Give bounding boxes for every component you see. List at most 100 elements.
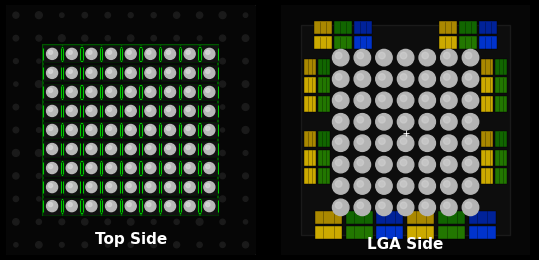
Circle shape xyxy=(164,125,176,135)
Circle shape xyxy=(220,105,225,109)
Circle shape xyxy=(186,164,190,169)
Circle shape xyxy=(37,128,41,132)
Circle shape xyxy=(66,181,77,193)
Circle shape xyxy=(220,128,225,132)
Circle shape xyxy=(397,71,414,87)
Circle shape xyxy=(400,74,407,80)
Bar xyxy=(161,64,178,81)
Circle shape xyxy=(147,126,151,131)
Bar xyxy=(83,103,100,119)
Circle shape xyxy=(68,126,72,131)
Circle shape xyxy=(128,13,133,18)
Circle shape xyxy=(107,203,112,207)
Circle shape xyxy=(376,199,392,216)
Circle shape xyxy=(378,52,385,59)
Circle shape xyxy=(376,92,392,109)
Bar xyxy=(438,226,465,239)
Circle shape xyxy=(68,164,72,169)
Bar xyxy=(46,123,216,137)
Circle shape xyxy=(204,125,215,135)
Circle shape xyxy=(127,88,132,93)
Circle shape xyxy=(400,181,407,187)
Circle shape xyxy=(243,173,248,179)
Circle shape xyxy=(333,92,349,109)
Bar xyxy=(83,198,100,214)
Circle shape xyxy=(333,199,349,216)
Circle shape xyxy=(184,106,195,116)
Circle shape xyxy=(419,135,436,151)
Circle shape xyxy=(46,67,58,79)
Bar xyxy=(122,179,140,196)
Bar xyxy=(201,46,218,62)
Circle shape xyxy=(462,199,479,216)
Circle shape xyxy=(46,181,58,193)
Circle shape xyxy=(204,86,215,98)
Bar xyxy=(122,103,140,119)
Circle shape xyxy=(242,35,249,41)
Circle shape xyxy=(357,181,364,187)
Circle shape xyxy=(106,243,110,247)
Bar xyxy=(44,46,61,62)
Bar xyxy=(304,77,316,93)
Circle shape xyxy=(376,114,392,130)
Circle shape xyxy=(174,219,179,224)
Circle shape xyxy=(419,178,436,194)
Circle shape xyxy=(66,48,77,59)
Bar xyxy=(44,103,61,119)
Circle shape xyxy=(244,220,247,224)
Circle shape xyxy=(462,71,479,87)
Circle shape xyxy=(219,81,226,87)
Circle shape xyxy=(151,13,156,18)
Circle shape xyxy=(37,59,41,63)
Bar xyxy=(63,103,80,119)
Circle shape xyxy=(167,126,170,131)
Circle shape xyxy=(378,116,385,123)
Circle shape xyxy=(378,138,385,144)
Circle shape xyxy=(86,86,97,98)
Bar xyxy=(481,150,493,166)
Bar xyxy=(46,199,216,213)
Circle shape xyxy=(36,219,42,224)
Circle shape xyxy=(335,138,342,144)
Circle shape xyxy=(333,49,349,66)
Circle shape xyxy=(397,49,414,66)
Bar xyxy=(161,83,178,100)
Circle shape xyxy=(82,219,88,225)
Circle shape xyxy=(164,86,176,98)
Circle shape xyxy=(167,69,170,74)
Circle shape xyxy=(186,69,190,74)
Circle shape xyxy=(151,219,156,224)
Circle shape xyxy=(357,74,364,80)
Bar xyxy=(301,25,510,235)
Bar xyxy=(63,160,80,177)
Circle shape xyxy=(378,159,385,166)
Circle shape xyxy=(107,126,112,131)
Circle shape xyxy=(46,48,58,59)
Circle shape xyxy=(397,178,414,194)
Circle shape xyxy=(242,104,249,110)
Circle shape xyxy=(184,125,195,135)
Bar xyxy=(317,59,330,75)
Bar xyxy=(304,168,316,184)
Bar xyxy=(334,21,352,34)
Bar xyxy=(314,21,332,34)
Bar xyxy=(83,179,100,196)
Bar xyxy=(102,64,120,81)
Circle shape xyxy=(36,35,42,41)
Circle shape xyxy=(125,201,136,212)
Circle shape xyxy=(125,162,136,174)
Circle shape xyxy=(335,95,342,102)
Circle shape xyxy=(105,12,110,18)
Circle shape xyxy=(184,86,195,98)
Circle shape xyxy=(66,125,77,135)
Circle shape xyxy=(462,92,479,109)
Circle shape xyxy=(462,156,479,173)
Circle shape xyxy=(164,144,176,154)
Circle shape xyxy=(444,116,450,123)
Circle shape xyxy=(86,162,97,174)
Bar xyxy=(142,179,159,196)
Circle shape xyxy=(107,145,112,149)
Bar xyxy=(201,160,218,177)
Circle shape xyxy=(197,242,202,248)
Circle shape xyxy=(219,12,226,19)
